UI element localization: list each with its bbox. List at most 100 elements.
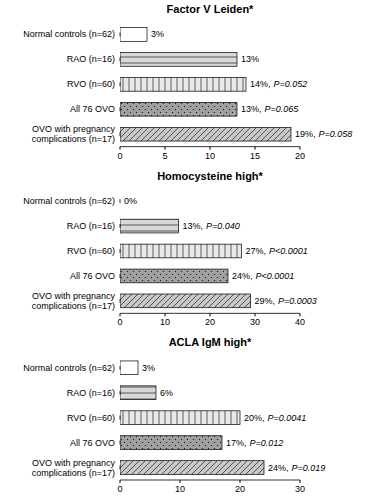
category-label: OVO with pregnancycomplications (n=17)	[32, 124, 116, 144]
x-tick-label: 0	[117, 484, 122, 494]
x-tick-label: 20	[295, 151, 305, 161]
category-label: OVO with pregnancycomplications (n=17)	[32, 458, 116, 478]
x-tick	[300, 313, 301, 316]
x-tick	[300, 480, 301, 483]
panel: Homocysteine high*0%13%,P=0.04027%,P<0.0…	[23, 170, 317, 328]
x-tick	[210, 147, 211, 150]
x-tick-label: 15	[250, 151, 260, 161]
title: Homocysteine high*	[157, 170, 263, 182]
category-line: All 76 OVO	[70, 438, 115, 448]
bar	[120, 194, 121, 208]
bar-label: 24%,P<0.0001	[232, 271, 294, 281]
x-tick	[210, 313, 211, 316]
category-tick	[120, 466, 121, 470]
x-axis	[120, 480, 300, 481]
bar	[120, 28, 147, 42]
data-label: 19%,	[295, 129, 316, 139]
category-tick	[120, 57, 121, 61]
data-label: 20%,	[244, 413, 265, 423]
annotation: P<0.0001	[269, 246, 308, 256]
data-label: 27%,	[246, 246, 267, 256]
bar	[120, 294, 251, 308]
bar-label: 3%	[151, 29, 164, 39]
x-tick	[180, 480, 181, 483]
bar	[120, 244, 242, 258]
bar-label: 29%,P=0.0003	[255, 296, 317, 306]
x-tick-label: 20	[205, 317, 215, 327]
x-tick	[120, 313, 121, 316]
title: Factor V Leiden*	[167, 3, 255, 15]
data-label: 24%,	[268, 463, 289, 473]
bar	[120, 386, 156, 400]
annotation: P=0.040	[206, 221, 240, 231]
category-tick	[120, 132, 121, 136]
category-line: RAO (n=16)	[67, 54, 115, 64]
category-label: Normal controls (n=62)	[23, 363, 115, 373]
bar	[120, 219, 179, 233]
category-label: RAO (n=16)	[67, 388, 115, 398]
annotation: P<0.0001	[256, 271, 295, 281]
data-label: 13%	[241, 54, 259, 64]
x-tick-label: 20	[235, 484, 245, 494]
title: ACLA IgM high*	[169, 336, 252, 348]
annotation: P=0.012	[250, 438, 284, 448]
panel: Factor V Leiden*3%13%14%,P=0.05213%,P=0.…	[23, 3, 352, 161]
x-tick-label: 10	[160, 317, 170, 327]
category-label: RAO (n=16)	[67, 54, 115, 64]
x-tick-label: 5	[162, 151, 167, 161]
bars	[120, 219, 251, 308]
bar	[120, 269, 228, 283]
category-label: All 76 OVO	[70, 271, 115, 281]
category-line: RVO (n=60)	[67, 246, 115, 256]
category-tick	[120, 274, 121, 278]
bar	[120, 436, 222, 450]
category-label: All 76 OVO	[70, 438, 115, 448]
data-label: 17%,	[226, 438, 247, 448]
bar	[120, 461, 264, 475]
category-line: OVO with pregnancy	[32, 458, 116, 468]
bar-label: 24%,P=0.019	[268, 463, 325, 473]
category-label: RVO (n=60)	[67, 246, 115, 256]
category-line: RVO (n=60)	[67, 79, 115, 89]
bar	[120, 77, 246, 91]
category-tick	[120, 416, 121, 420]
bar-label: 13%	[241, 54, 259, 64]
category-label: Normal controls (n=62)	[23, 196, 115, 206]
category-line: complications (n=17)	[32, 301, 115, 311]
category-tick	[120, 249, 121, 253]
category-tick	[120, 366, 121, 370]
x-tick-label: 10	[205, 151, 215, 161]
annotation: P=0.019	[292, 463, 326, 473]
category-line: RVO (n=60)	[67, 413, 115, 423]
category-label: All 76 OVO	[70, 104, 115, 114]
annotation: P=0.065	[265, 104, 300, 114]
annotation: P=0.058	[319, 129, 353, 139]
annotation: P=0.052	[274, 79, 308, 89]
category-line: Normal controls (n=62)	[23, 363, 115, 373]
bar-label: 19%,P=0.058	[295, 129, 352, 139]
category-line: complications (n=17)	[32, 134, 115, 144]
x-tick	[120, 480, 121, 483]
x-tick-label: 10	[175, 484, 185, 494]
category-label: Normal controls (n=62)	[23, 29, 115, 39]
category-tick	[120, 441, 121, 445]
annotation: P=0.0003	[278, 296, 317, 306]
x-tick-label: 30	[295, 484, 305, 494]
x-tick-label: 0	[117, 317, 122, 327]
category-line: RAO (n=16)	[67, 388, 115, 398]
bar-label: 13%,P=0.065	[241, 104, 299, 114]
data-label: 24%,	[232, 271, 253, 281]
bars	[120, 361, 264, 474]
category-tick	[120, 224, 121, 228]
bar-label: 6%	[160, 388, 173, 398]
figure: Factor V Leiden*3%13%14%,P=0.05213%,P=0.…	[0, 0, 371, 500]
bar-label: 0%	[124, 196, 137, 206]
category-line: Normal controls (n=62)	[23, 29, 115, 39]
category-tick	[120, 299, 121, 303]
category-label: OVO with pregnancycomplications (n=17)	[32, 291, 116, 311]
data-label: 3%	[151, 29, 164, 39]
bar	[120, 361, 138, 375]
bar	[120, 127, 291, 141]
x-tick	[240, 480, 241, 483]
x-tick	[255, 147, 256, 150]
